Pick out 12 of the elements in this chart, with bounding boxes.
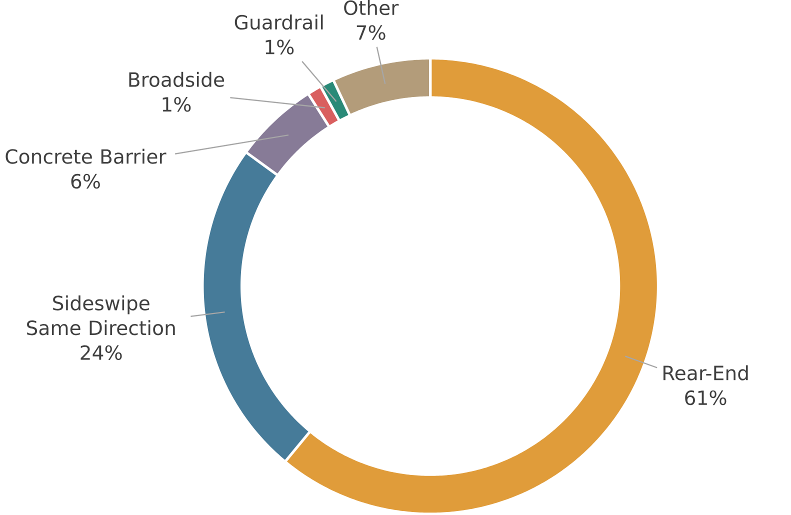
data-label: 24%	[80, 345, 122, 360]
slice-label: Sideswipe Same Direction	[27, 295, 175, 336]
slice-label: Concrete Barrier	[6, 148, 166, 164]
data-label: 7%	[356, 24, 386, 40]
data-label: 1%	[162, 96, 191, 112]
data-label: 1%	[266, 40, 294, 54]
slice-label: Other	[344, 0, 399, 16]
slice-label: Rear-End	[663, 365, 748, 380]
slice-label: Broadside	[129, 72, 224, 87]
slice-label: Guardrail	[234, 14, 323, 30]
data-label: 61%	[685, 390, 726, 406]
data-label: 6%	[71, 174, 100, 189]
